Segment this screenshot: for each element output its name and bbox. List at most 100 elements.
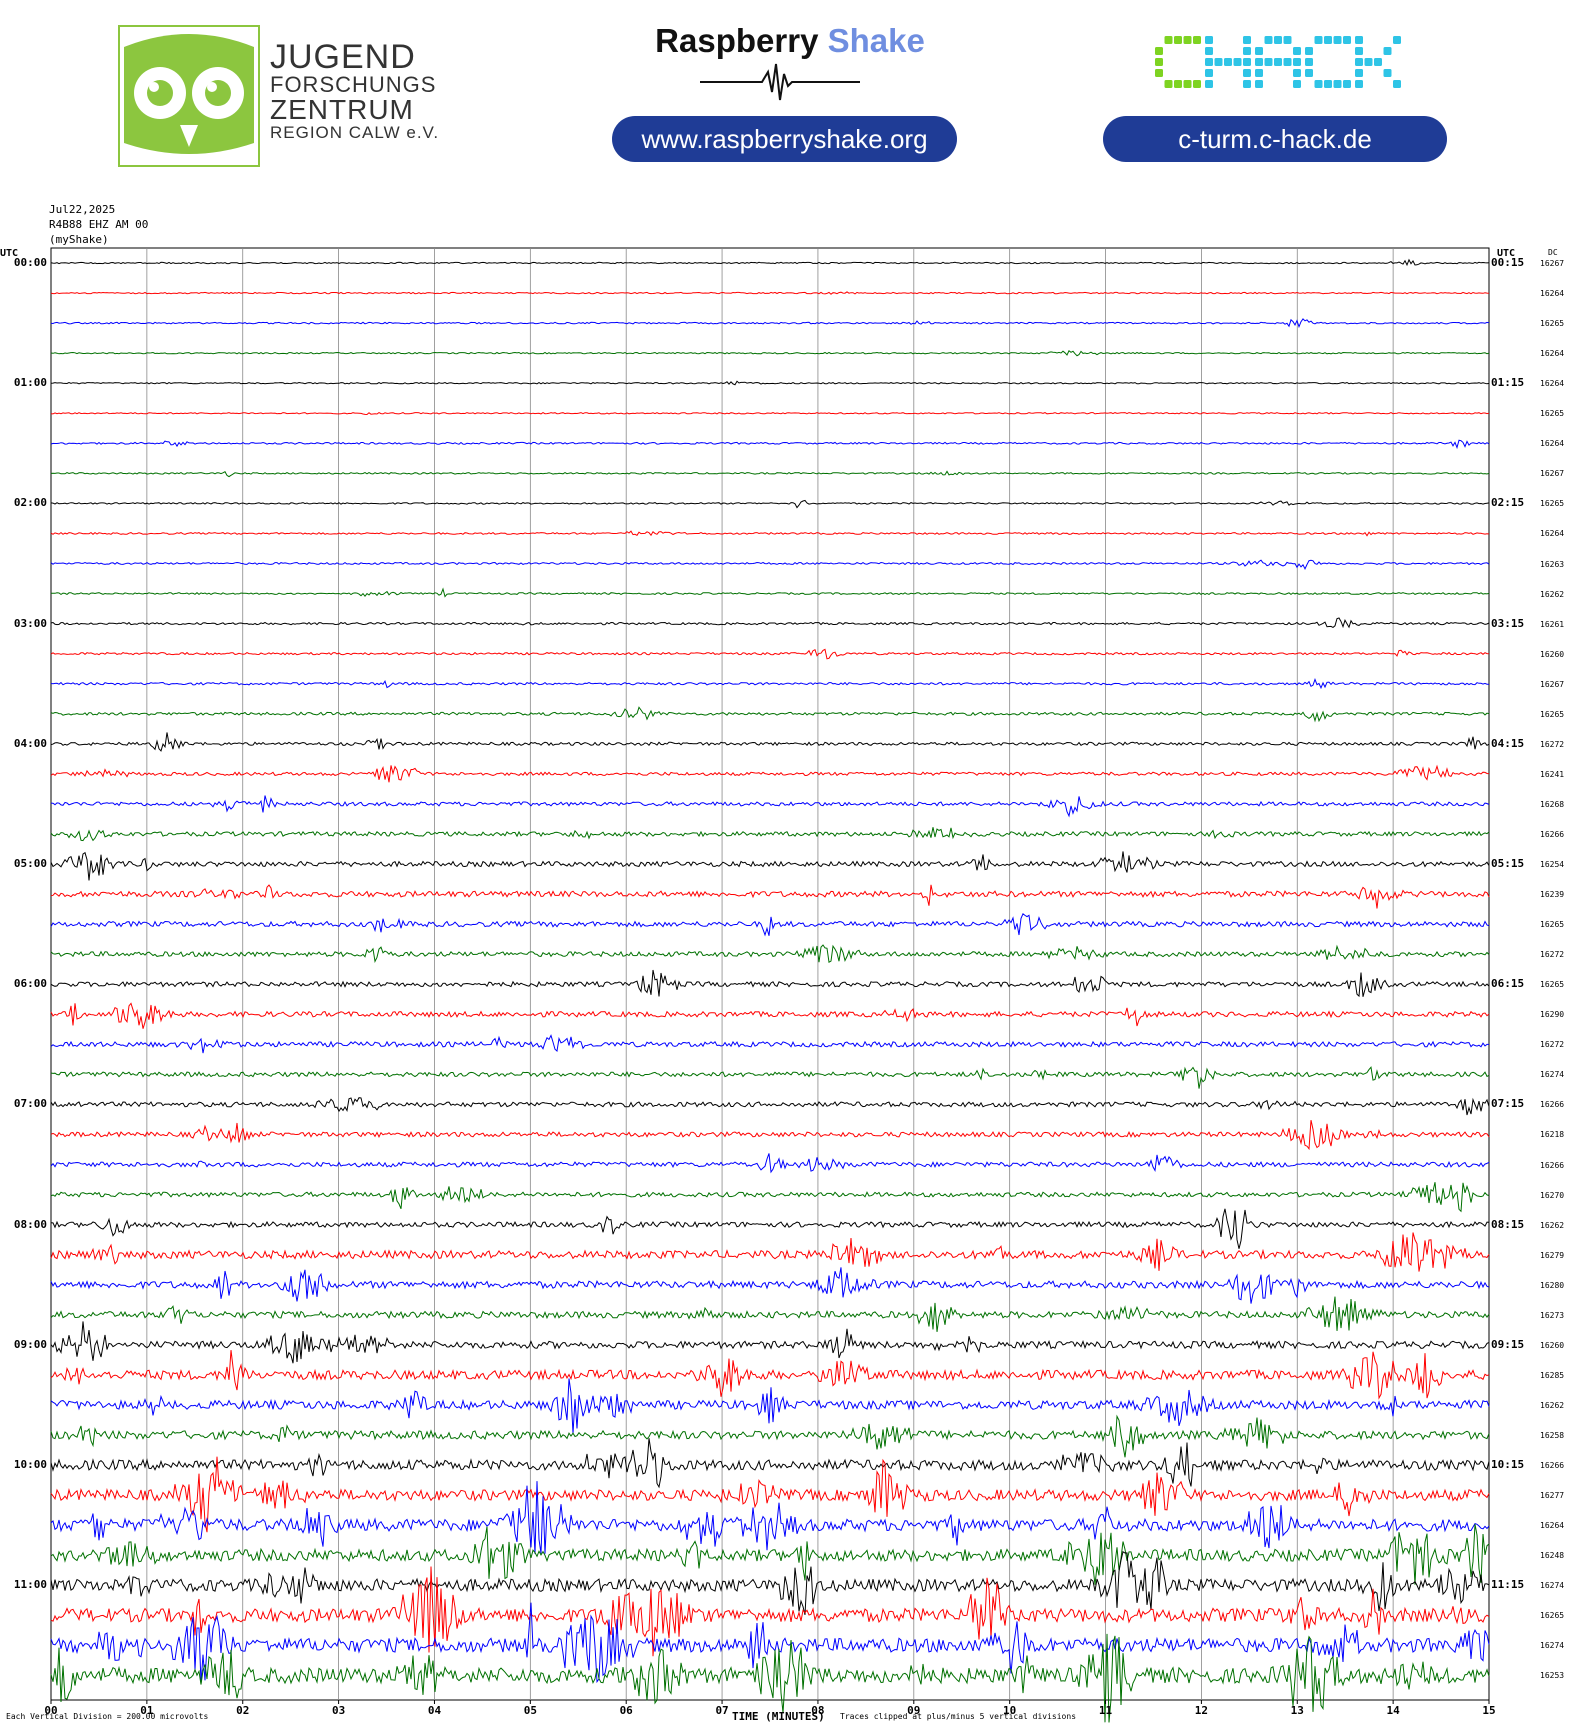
row-time-label-right: 04:15 — [1491, 736, 1525, 750]
chack-logo-dot — [1314, 36, 1323, 44]
seismic-trace — [50, 1002, 1490, 1029]
chack-logo-dot — [1205, 80, 1213, 88]
row-dc-label: 16265 — [1540, 499, 1565, 509]
x-tick-label: 06 — [620, 1704, 634, 1717]
chack-logo-dot — [1374, 58, 1382, 66]
raspberry-shake-url-link[interactable]: www.raspberryshake.org — [612, 116, 957, 162]
row-time-label-right: 11:15 — [1491, 1578, 1525, 1592]
row-dc-label: 16272 — [1540, 950, 1565, 960]
chack-logo-dot — [1255, 69, 1263, 77]
seismic-trace — [50, 1267, 1490, 1304]
x-tick-label: 03 — [332, 1704, 345, 1717]
row-dc-label: 16267 — [1540, 679, 1565, 689]
seismic-trace — [50, 884, 1490, 909]
seismic-trace — [50, 380, 1490, 386]
chack-logo-dot — [1174, 36, 1182, 44]
seismic-trace — [50, 764, 1490, 783]
chack-logo-dot — [1155, 69, 1163, 77]
row-time-label-right: 07:15 — [1491, 1097, 1525, 1111]
seismic-trace — [50, 1208, 1490, 1249]
seismic-trace — [50, 350, 1490, 357]
jfz-line2: FORSCHUNGS — [270, 72, 437, 97]
plot-frame — [50, 247, 1490, 1701]
chack-logo-dot — [1293, 47, 1301, 55]
chack-logo-dot — [1383, 47, 1392, 55]
chack-logo-dot — [1205, 58, 1213, 66]
utc-label-right: UTC — [1497, 248, 1516, 259]
seismic-trace — [50, 499, 1490, 509]
footer-clip-note: Traces clipped at plus/minus 5 vertical … — [840, 1712, 1077, 1721]
chack-logo-dot — [1314, 80, 1323, 88]
seismic-trace — [50, 318, 1490, 329]
chack-logo-dot — [1183, 80, 1192, 88]
row-dc-label: 16262 — [1540, 589, 1565, 599]
chack-logo-dot — [1243, 36, 1251, 44]
row-time-label-right: 05:15 — [1491, 857, 1525, 870]
seismic-trace — [50, 1119, 1490, 1151]
x-tick-label: 01 — [140, 1704, 154, 1717]
chack-logo-dot — [1293, 80, 1301, 88]
row-dc-label: 16290 — [1540, 1010, 1565, 1020]
chack-logo-dot — [1293, 69, 1301, 77]
row-dc-label: 16267 — [1540, 469, 1565, 479]
row-dc-label: 16265 — [1540, 409, 1565, 419]
seismic-trace — [50, 1232, 1490, 1272]
chack-logo-dot — [1364, 58, 1373, 66]
chack-logo-dot — [1393, 36, 1401, 44]
jfz-line3: ZENTRUM — [270, 94, 414, 125]
chack-logo-dot — [1164, 80, 1173, 88]
chack-logo-dot — [1243, 80, 1251, 88]
chack-logo-dot — [1255, 47, 1263, 55]
raspberry-shake-title: Raspberry Shake — [640, 22, 940, 60]
station-source: (myShake) — [49, 233, 109, 246]
row-time-label-left: 05:00 — [13, 857, 47, 870]
seismic-trace — [50, 851, 1490, 881]
row-time-label-right: 08:15 — [1491, 1217, 1525, 1231]
jfz-line4: REGION CALW e.V. — [270, 123, 440, 142]
row-time-label-left: 10:00 — [13, 1458, 47, 1471]
row-dc-label: 16262 — [1540, 1220, 1565, 1230]
row-dc-label: 16263 — [1540, 559, 1565, 569]
row-dc-label: 16261 — [1540, 619, 1565, 629]
x-tick-label: 05 — [524, 1704, 537, 1717]
row-dc-label: 16266 — [1540, 1160, 1565, 1170]
owl-icon — [124, 34, 254, 154]
chack-logo-dot — [1164, 36, 1173, 44]
chack-logo-dot — [1255, 58, 1263, 66]
row-dc-label: 16267 — [1540, 259, 1565, 268]
seismic-trace — [50, 1566, 1490, 1657]
seismic-trace — [50, 1182, 1490, 1213]
chack-url-link[interactable]: c-turm.c-hack.de — [1103, 116, 1447, 162]
row-time-label-left: 07:00 — [13, 1097, 47, 1111]
row-dc-label: 16239 — [1540, 890, 1565, 900]
jfz-logo — [118, 25, 260, 167]
row-time-label-left: 03:00 — [13, 616, 47, 630]
seismic-trace — [50, 1481, 1490, 1554]
row-dc-label: 16273 — [1540, 1310, 1565, 1320]
chack-logo-dot — [1243, 69, 1251, 77]
row-dc-label: 16274 — [1540, 1581, 1565, 1591]
x-tick-label: 13 — [1291, 1704, 1304, 1717]
chack-logo-dot — [1174, 80, 1182, 88]
chack-logo-icon — [1155, 36, 1401, 88]
row-time-label-left: 11:00 — [13, 1578, 47, 1592]
chack-logo-dot — [1193, 80, 1201, 88]
seismic-trace — [50, 1633, 1490, 1723]
row-dc-label: 16272 — [1540, 739, 1565, 749]
seismic-trace — [50, 1456, 1490, 1533]
row-dc-label: 16264 — [1540, 529, 1565, 539]
row-dc-label: 16266 — [1540, 1100, 1565, 1110]
row-dc-label: 16279 — [1540, 1250, 1565, 1260]
row-time-label-left: 00:00 — [13, 256, 47, 269]
row-time-label-right: 03:15 — [1491, 616, 1525, 630]
chack-logo-dot — [1333, 80, 1342, 88]
row-time-label-right: 01:15 — [1491, 376, 1525, 390]
seismic-trace — [50, 1066, 1490, 1089]
chack-logo-dot — [1283, 58, 1292, 66]
row-dc-label: 16265 — [1540, 920, 1565, 930]
seismic-wave-icon — [700, 63, 860, 101]
chack-logo-dot — [1193, 36, 1201, 44]
row-dc-label: 16277 — [1540, 1491, 1565, 1501]
chack-logo-dot — [1155, 47, 1163, 55]
